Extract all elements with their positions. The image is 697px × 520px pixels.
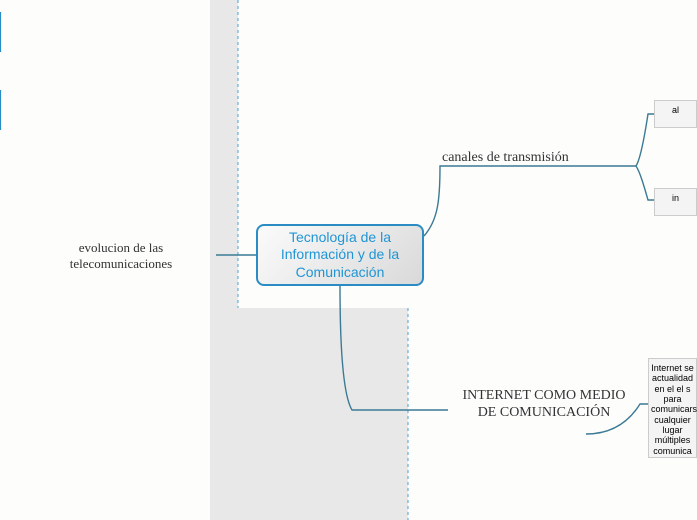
node-canales[interactable]: canales de transmisión <box>442 150 642 167</box>
mindmap-canvas: Tecnología de la Información y de la Com… <box>0 0 697 520</box>
node-evolucion[interactable]: evolucion de las telecomunicaciones <box>36 240 206 271</box>
sidecard-top[interactable]: al <box>654 100 697 128</box>
sidecard-mid-label: in <box>672 193 679 203</box>
center-node-label: Tecnología de la Información y de la Com… <box>268 229 412 282</box>
sidecard-desc[interactable]: Internet se actualidad en el el s para c… <box>648 358 697 458</box>
node-internet-label: INTERNET COMO MEDIO DE COMUNICACIÓN <box>462 388 625 420</box>
node-internet[interactable]: INTERNET COMO MEDIO DE COMUNICACIÓN <box>454 388 634 422</box>
node-evolucion-label: evolucion de las telecomunicaciones <box>70 240 173 271</box>
sidecard-mid[interactable]: in <box>654 188 697 216</box>
sidecard-top-label: al <box>672 105 679 115</box>
sidecard-desc-label: Internet se actualidad en el el s para c… <box>651 363 697 456</box>
center-node[interactable]: Tecnología de la Información y de la Com… <box>256 224 424 286</box>
node-canales-label: canales de transmisión <box>442 150 569 165</box>
